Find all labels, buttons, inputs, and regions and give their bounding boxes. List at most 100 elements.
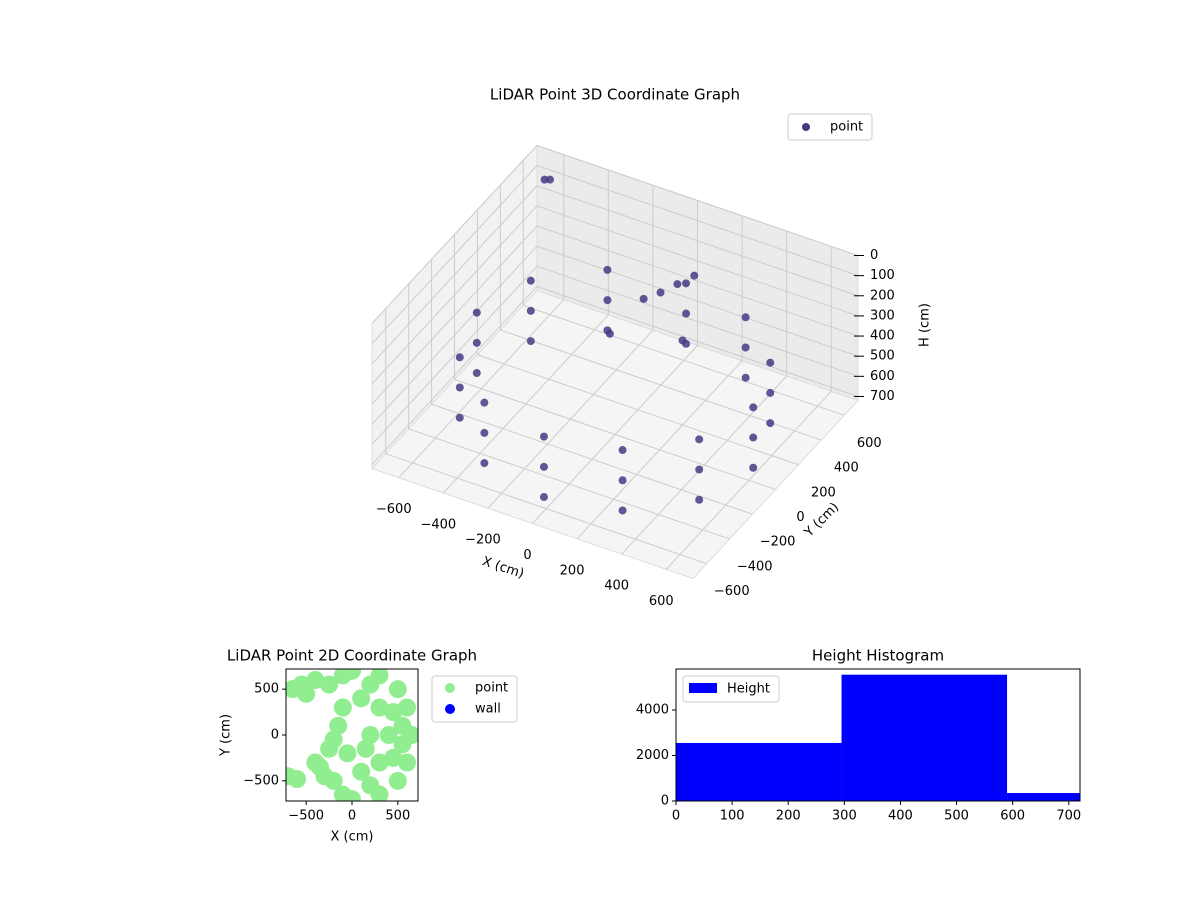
point <box>539 493 548 502</box>
x-tick-label: 500 <box>944 809 969 824</box>
y-tick-label: 200 <box>811 485 836 500</box>
grid-line <box>371 265 859 445</box>
point <box>682 279 691 288</box>
point <box>749 463 758 472</box>
legend-box <box>682 675 780 703</box>
point <box>741 313 750 322</box>
point <box>384 748 403 767</box>
point <box>288 770 306 788</box>
x-tick-label: −400 <box>420 517 456 532</box>
z-tick-label: 400 <box>870 329 895 344</box>
chart-title: LiDAR Point 3D Coordinate Graph <box>490 86 740 104</box>
x-tick-label: 200 <box>776 809 801 824</box>
grid-line <box>431 259 753 515</box>
bar <box>841 674 1008 801</box>
point <box>455 383 464 392</box>
legend-marker <box>689 683 717 693</box>
grid-line <box>499 185 822 441</box>
point <box>766 358 775 367</box>
point <box>306 671 325 689</box>
point <box>656 288 665 297</box>
point <box>539 462 548 471</box>
x-tick-label: −500 <box>288 809 324 824</box>
grid-line <box>522 160 845 416</box>
grid-line <box>385 308 707 565</box>
x-tick-label: 0 <box>672 809 680 824</box>
z-axis-label: H (cm) <box>918 303 933 347</box>
point <box>766 388 775 397</box>
point <box>310 758 329 777</box>
grid-line <box>621 231 788 555</box>
point <box>480 428 489 437</box>
grid-line <box>454 234 776 490</box>
z-tick-label: 600 <box>870 369 895 384</box>
point <box>320 675 339 694</box>
z-tick-label: 100 <box>870 268 895 283</box>
z-tick-label: 0 <box>870 248 878 263</box>
point <box>766 419 775 428</box>
y-tick-label: −200 <box>760 535 796 550</box>
legend-label: wall <box>475 702 501 717</box>
bar <box>1007 793 1080 801</box>
grid-line <box>487 185 654 509</box>
point <box>695 495 704 504</box>
x-tick-label: 700 <box>1056 809 1081 824</box>
point <box>333 785 352 801</box>
point <box>741 343 750 352</box>
point <box>603 296 612 305</box>
point <box>526 337 535 346</box>
grid-line <box>371 225 859 405</box>
grid-line <box>665 246 832 570</box>
point <box>539 432 548 441</box>
point <box>472 308 481 317</box>
point <box>388 680 407 699</box>
z-tick-label: 200 <box>870 288 895 303</box>
grid-line <box>532 200 698 524</box>
point <box>605 329 614 338</box>
point <box>540 175 549 184</box>
grid-line <box>371 185 859 365</box>
axes-frame <box>675 668 1081 802</box>
y-tick-label: 4000 <box>636 702 669 717</box>
point <box>673 280 682 289</box>
point <box>480 398 489 407</box>
point <box>526 306 535 315</box>
point <box>361 675 380 694</box>
grid-line <box>371 165 859 344</box>
legend-label: Height <box>727 682 770 697</box>
point <box>618 446 627 455</box>
grid-line <box>371 205 859 385</box>
point <box>370 698 389 717</box>
chart-title: LiDAR Point 2D Coordinate Graph <box>227 647 477 665</box>
x-tick-label: 600 <box>649 594 674 609</box>
y-tick-label: −600 <box>714 584 750 599</box>
z-tick-label: 500 <box>870 349 895 364</box>
point <box>356 739 375 758</box>
plot-area <box>286 669 418 801</box>
legend-label: point <box>830 120 863 135</box>
x-tick-label: 300 <box>832 809 857 824</box>
point <box>690 271 699 280</box>
y-tick-label: 0 <box>661 794 669 809</box>
grid-line <box>576 215 743 540</box>
point <box>370 753 389 772</box>
legend-marker <box>445 704 455 714</box>
point <box>639 294 648 303</box>
x-tick-label: 100 <box>720 809 745 824</box>
point <box>384 703 403 722</box>
grid-line <box>476 209 799 466</box>
z-tick-label: 700 <box>870 389 895 404</box>
point <box>741 373 750 382</box>
legend-marker <box>802 123 810 131</box>
y-tick-label: −400 <box>737 559 773 574</box>
y-tick-label: 0 <box>271 728 279 743</box>
legend-box <box>431 675 518 723</box>
point <box>455 413 464 422</box>
point <box>329 716 348 735</box>
point <box>297 684 316 703</box>
x-tick-label: 200 <box>560 563 585 578</box>
x-tick-label: −200 <box>465 533 501 548</box>
bar <box>676 742 842 801</box>
grid-line <box>371 144 859 324</box>
